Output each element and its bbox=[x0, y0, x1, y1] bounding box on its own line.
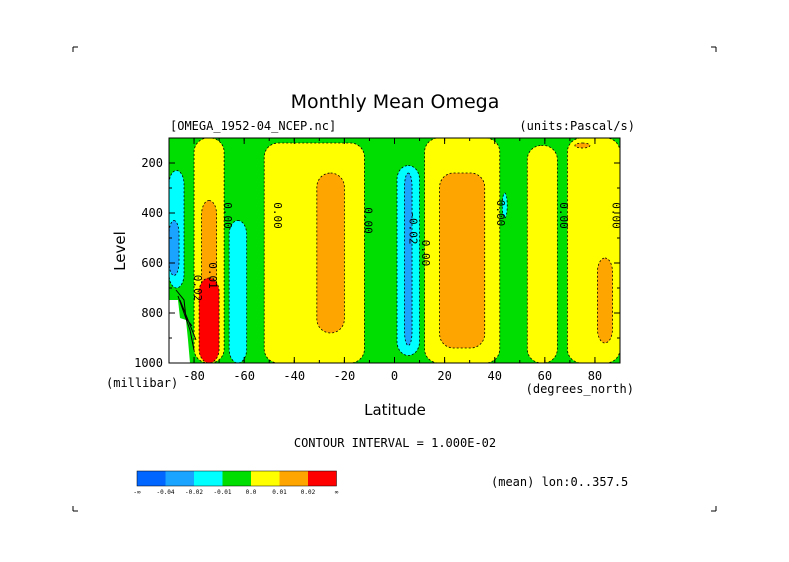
x-axis-ticks: -80 -60 -40 -20 0 20 40 60 80 bbox=[168, 138, 621, 383]
colorbar-swatch bbox=[137, 471, 166, 486]
contour-region-9 bbox=[404, 172, 413, 346]
x-axis-units: (degrees_north) bbox=[526, 382, 634, 396]
y-tick-label: 600 bbox=[141, 256, 163, 270]
x-tick-label: -60 bbox=[233, 369, 255, 383]
contour-interval-text: CONTOUR INTERVAL = 1.000E-02 bbox=[294, 436, 496, 450]
crop-mark-bottom-right bbox=[711, 506, 717, 512]
x-tick-label: 0 bbox=[391, 369, 398, 383]
x-tick-label: 20 bbox=[437, 369, 451, 383]
colorbar-label: -0.01 bbox=[213, 489, 231, 496]
contour-label: 0.01 bbox=[206, 262, 219, 289]
colorbar-swatch bbox=[251, 471, 280, 486]
contour-label: 0.00 bbox=[494, 200, 507, 227]
x-tick-label: 80 bbox=[588, 369, 602, 383]
y-axis-title: Level bbox=[111, 231, 129, 271]
crop-marks bbox=[72, 46, 717, 512]
x-tick-label: 60 bbox=[538, 369, 552, 383]
crop-mark-top-left bbox=[72, 46, 78, 52]
colorbar-swatch bbox=[279, 471, 308, 486]
contour-region-1 bbox=[169, 220, 180, 276]
colorbar-label: ∞ bbox=[335, 489, 339, 496]
mean-note: (mean) lon:0..357.5 bbox=[491, 475, 628, 489]
contour-label: 0.00 bbox=[557, 202, 570, 229]
colorbar-label: 0.0 bbox=[246, 489, 257, 496]
contour-label: 0.00 bbox=[271, 202, 284, 229]
units-label: (units:Pascal/s) bbox=[519, 119, 635, 133]
contour-regions bbox=[169, 138, 620, 363]
y-axis-ticks: 200 400 600 800 1000 bbox=[134, 137, 620, 370]
contour-region-11 bbox=[439, 172, 486, 349]
x-tick-label: -80 bbox=[183, 369, 205, 383]
y-tick-label: 200 bbox=[141, 156, 163, 170]
contour-region-15 bbox=[574, 142, 591, 149]
colorbar-label: 0.02 bbox=[301, 489, 316, 496]
plot-area: 0.00 0.00 0.00 -0.020.000.00 0.00 0.000.02 0.0… bbox=[169, 138, 622, 363]
colorbar-label: -∞ bbox=[133, 489, 141, 496]
x-tick-label: 40 bbox=[487, 369, 501, 383]
contour-label: 0.02 bbox=[191, 275, 204, 302]
contour-label: -0.02 bbox=[407, 211, 420, 244]
x-tick-label: -20 bbox=[334, 369, 356, 383]
contour-region-7 bbox=[316, 172, 345, 334]
contour-region-4 bbox=[198, 277, 220, 363]
x-axis-title: Latitude bbox=[364, 401, 426, 419]
y-tick-label: 800 bbox=[141, 306, 163, 320]
contour-region-12 bbox=[501, 192, 508, 219]
colorbar-swatch bbox=[194, 471, 223, 486]
colorbar-label: -0.04 bbox=[156, 489, 174, 496]
contour-region-16 bbox=[597, 257, 613, 344]
crop-mark-bottom-left bbox=[72, 506, 78, 512]
colorbar: -∞ -0.04 -0.02 -0.01 0.0 0.01 0.02 ∞ bbox=[133, 470, 339, 496]
colorbar-frame bbox=[136, 470, 337, 487]
colorbar-swatch bbox=[308, 471, 337, 486]
contour-labels: 0.00 0.00 0.00 -0.020.000.00 0.00 0.000.02 0.0… bbox=[191, 200, 622, 302]
colorbar-label: -0.02 bbox=[185, 489, 203, 496]
contour-region-6 bbox=[263, 142, 365, 363]
colorbar-swatch bbox=[222, 471, 251, 486]
chart-title: Monthly Mean Omega bbox=[291, 91, 500, 113]
crop-mark-top-right bbox=[711, 46, 717, 52]
y-tick-label: 400 bbox=[141, 206, 163, 220]
contour-label: 0.00 bbox=[361, 207, 374, 234]
file-label: [OMEGA_1952-04_NCEP.nc] bbox=[170, 119, 336, 133]
colorbar-swatch bbox=[165, 471, 194, 486]
contour-label: 0.00 bbox=[419, 240, 432, 267]
contour-region-5 bbox=[228, 220, 248, 363]
colorbar-label: 0.01 bbox=[272, 489, 287, 496]
contour-region-13 bbox=[526, 145, 558, 363]
y-tick-label: 1000 bbox=[134, 356, 163, 370]
contour-label: 0.00 bbox=[221, 202, 234, 229]
contour-label: 0.00 bbox=[609, 202, 622, 229]
x-tick-label: -40 bbox=[283, 369, 305, 383]
y-axis-units: (millibar) bbox=[106, 376, 178, 390]
topography-mask bbox=[169, 289, 197, 363]
